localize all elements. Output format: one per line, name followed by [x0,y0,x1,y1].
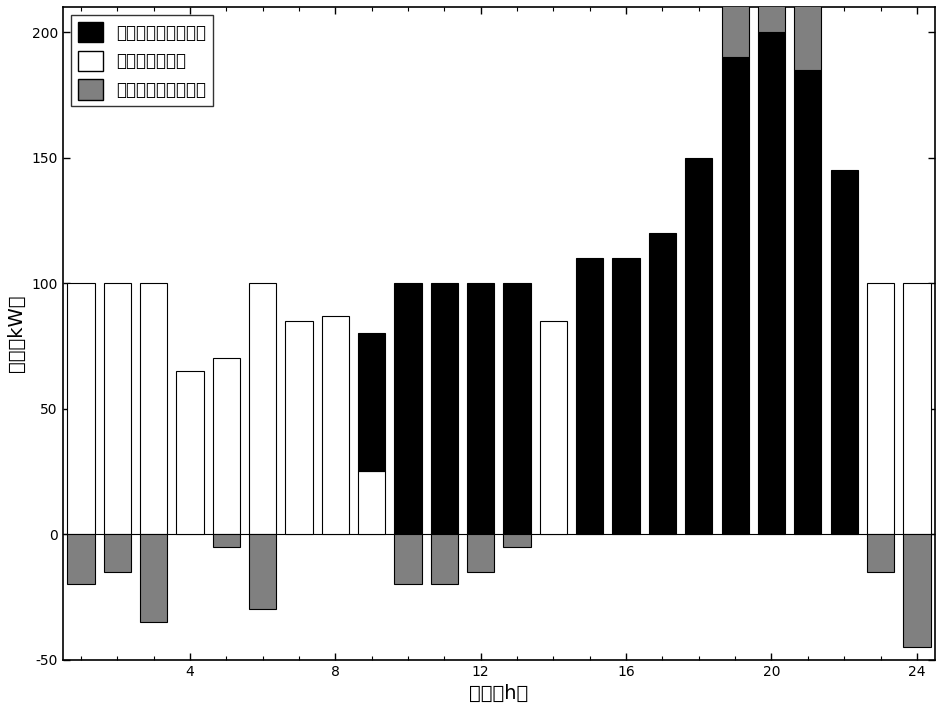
Bar [722,57,749,534]
Bar [104,534,131,572]
Bar [395,283,422,534]
Bar [867,534,894,572]
Bar [322,316,349,534]
Bar [758,0,785,32]
Bar [395,534,422,584]
Bar [104,283,131,534]
Bar [358,471,385,534]
Bar [249,534,276,609]
Bar [140,283,168,534]
Bar [867,283,894,534]
Bar [903,283,931,534]
Bar [903,534,931,647]
Bar [285,321,313,534]
Legend: 柴油发电机输出功率, 联络线交互功率, 储能电池充放电功率: 柴油发电机输出功率, 联络线交互功率, 储能电池充放电功率 [71,16,213,106]
Y-axis label: 功率（kW）: 功率（kW） [7,295,26,372]
Bar [358,333,385,471]
Bar [213,359,240,534]
Bar [722,0,749,57]
Bar [430,534,458,584]
Bar [249,283,276,534]
Bar [540,321,567,534]
Bar [467,283,495,534]
Bar [67,283,94,534]
Bar [176,371,203,534]
Bar [794,0,821,70]
Bar [213,534,240,547]
Bar [685,158,712,534]
Bar [503,283,530,534]
Bar [612,258,640,534]
Bar [577,258,604,534]
Bar [467,534,495,572]
Bar [794,70,821,534]
Bar [430,283,458,534]
Bar [140,534,168,622]
Bar [831,170,858,534]
X-axis label: 时间（h）: 时间（h） [469,684,528,703]
Bar [503,534,530,547]
Bar [67,534,94,584]
Bar [649,233,676,534]
Bar [758,32,785,534]
